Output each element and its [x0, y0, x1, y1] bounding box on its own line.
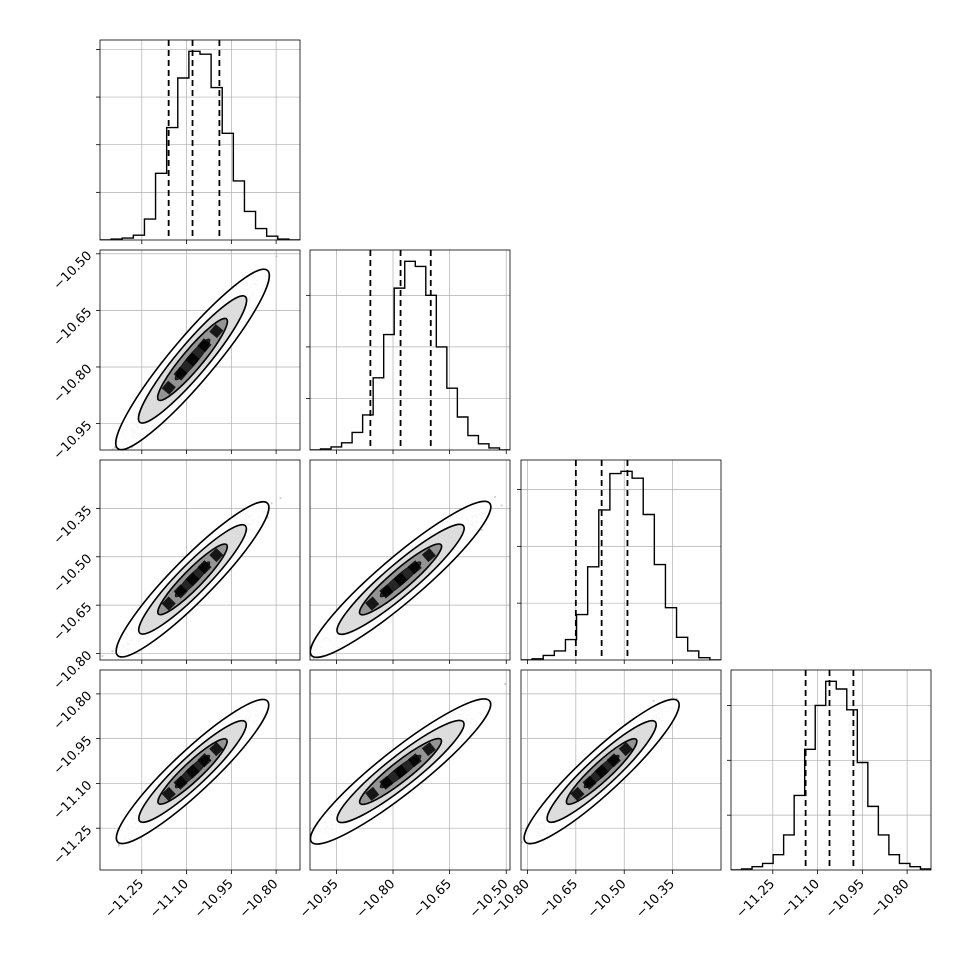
- scatter-point: [113, 446, 116, 449]
- y-tick-label: −10.80: [51, 648, 96, 693]
- density-contours: [114, 268, 271, 451]
- density-block: [407, 560, 422, 575]
- panel-2-0: −10.80−10.65−10.50−10.35: [51, 459, 301, 693]
- scatter-point: [275, 255, 278, 258]
- scatter-point: [91, 473, 93, 475]
- density-block: [161, 786, 176, 801]
- panel-1-0: −10.95 −10.80 −10.65 −10.50: [51, 248, 301, 475]
- panel-3-1: −10.95 −10.80 −10.65 −10.50: [297, 669, 514, 921]
- density-block: [161, 380, 176, 395]
- density-block: [185, 572, 200, 587]
- panel-1-1: [306, 249, 511, 454]
- y-tick-label: −10.50: [51, 248, 96, 293]
- y-tick-label: −10.80: [51, 362, 96, 407]
- density-block: [379, 584, 394, 599]
- x-tick-label: −10.80: [237, 877, 282, 922]
- density-block: [185, 764, 200, 779]
- density-contours: [115, 501, 270, 658]
- panel-0-0: [96, 39, 301, 244]
- scatter-point: [493, 495, 497, 499]
- x-tick-label: −10.95: [192, 877, 237, 922]
- histogram-step-0: [100, 50, 300, 240]
- panel-3-0: −11.25 −11.10 −10.95 −10.80−11.25−11.10−10.…: [51, 669, 301, 922]
- scatter-point: [270, 502, 273, 505]
- panel-frame: [520, 459, 722, 661]
- scatter-point: [117, 844, 121, 847]
- scatter-point: [500, 504, 503, 507]
- density-block: [161, 596, 176, 611]
- density-contours: [115, 698, 270, 845]
- density-block: [173, 366, 188, 381]
- scatter-point: [304, 839, 306, 841]
- panel-frame: [309, 459, 511, 661]
- panel-frame: [99, 669, 301, 871]
- histogram-step-1: [310, 260, 510, 450]
- scatter-point: [111, 650, 114, 653]
- scatter-point: [512, 681, 514, 683]
- y-tick-label: −10.65: [51, 600, 96, 645]
- y-tick-label: −10.95: [51, 733, 96, 778]
- panel-frame: [99, 249, 301, 451]
- x-tick-label: −11.10: [147, 877, 192, 922]
- histogram-step-2: [521, 470, 721, 660]
- density-contours: [309, 500, 492, 659]
- density-block: [421, 548, 436, 563]
- density-block: [209, 324, 224, 339]
- y-tick-label: −10.50: [51, 551, 96, 596]
- scatter-point: [480, 528, 483, 532]
- panel-frame: [309, 249, 511, 451]
- scatter-point: [535, 471, 537, 473]
- y-tick-label: −10.35: [51, 503, 96, 548]
- panel-2-2: [517, 459, 722, 664]
- y-tick-label: −10.65: [51, 305, 96, 350]
- scatter-point: [111, 448, 114, 450]
- x-tick-label: −11.25: [102, 877, 147, 922]
- scatter-point: [103, 675, 105, 677]
- density-block: [209, 548, 224, 563]
- density-block: [197, 560, 212, 575]
- y-tick-label: −10.80: [51, 689, 96, 734]
- y-tick-label: −11.10: [51, 778, 96, 823]
- density-block: [197, 753, 212, 768]
- density-block: [365, 596, 380, 611]
- scatter-point: [306, 651, 308, 653]
- scatter-point: [279, 497, 282, 500]
- panel-frame: [99, 459, 301, 661]
- density-block: [393, 572, 408, 587]
- y-tick-label: −11.25: [51, 823, 96, 868]
- scatter-point: [101, 654, 104, 658]
- density-block: [185, 352, 200, 367]
- density-block: [197, 338, 212, 353]
- density-block: [173, 775, 188, 790]
- panel-2-1: [306, 459, 537, 664]
- panel-frame: [99, 39, 301, 241]
- y-tick-label: −10.95: [51, 418, 96, 463]
- density-block: [173, 584, 188, 599]
- density-block: [209, 742, 224, 757]
